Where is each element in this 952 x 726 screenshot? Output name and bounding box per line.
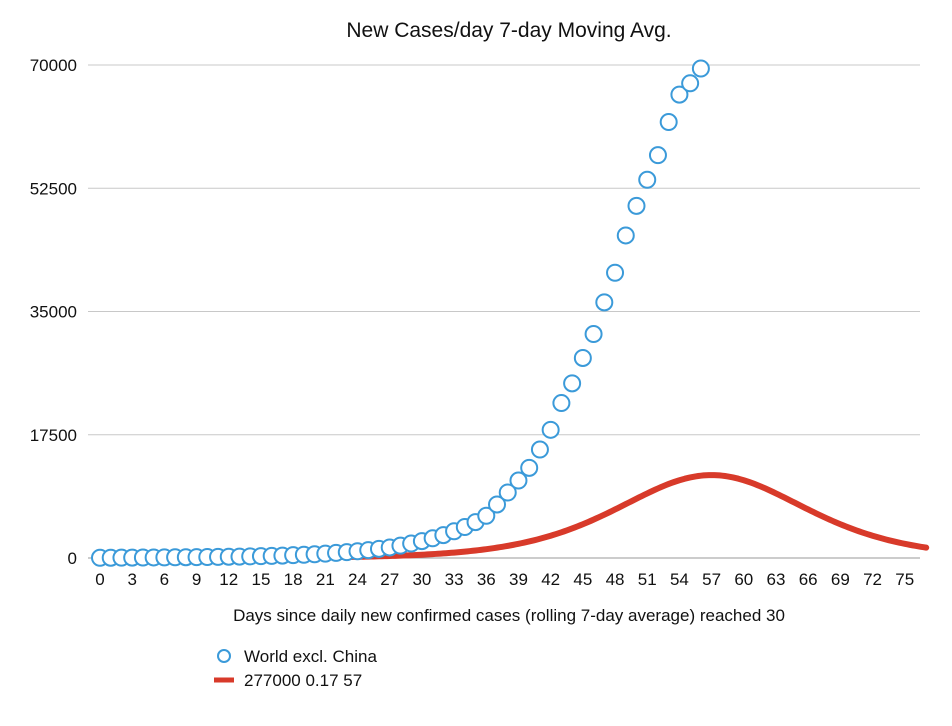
data-point xyxy=(563,374,582,393)
x-tick-label: 48 xyxy=(606,570,625,589)
x-tick-label: 42 xyxy=(541,570,560,589)
data-point xyxy=(627,196,646,215)
data-point xyxy=(477,506,496,525)
x-tick-label: 66 xyxy=(799,570,818,589)
x-tick-label: 57 xyxy=(702,570,721,589)
data-point xyxy=(681,74,700,93)
data-point xyxy=(573,348,592,367)
x-tick-label: 72 xyxy=(863,570,882,589)
x-tick-label: 54 xyxy=(670,570,689,589)
x-tick-label: 0 xyxy=(95,570,104,589)
x-tick-label: 39 xyxy=(509,570,528,589)
data-point xyxy=(616,226,635,245)
legend: World excl. China 277000 0.17 57 xyxy=(214,647,377,690)
data-point xyxy=(659,113,678,132)
data-point xyxy=(606,263,625,282)
x-tick-label: 30 xyxy=(412,570,431,589)
y-tick-label: 70000 xyxy=(30,56,77,75)
x-tick-label: 45 xyxy=(573,570,592,589)
x-tick-label: 15 xyxy=(251,570,270,589)
data-point xyxy=(648,146,667,165)
x-tick-label: 63 xyxy=(767,570,786,589)
x-tick-label: 18 xyxy=(284,570,303,589)
y-tick-label: 35000 xyxy=(30,303,77,322)
legend-marker-observed xyxy=(217,649,231,663)
legend-label-observed: World excl. China xyxy=(244,647,377,666)
x-tick-label: 6 xyxy=(160,570,169,589)
data-point xyxy=(584,325,603,344)
data-point xyxy=(530,440,549,459)
x-tick-label: 24 xyxy=(348,570,367,589)
y-tick-label: 52500 xyxy=(30,179,77,198)
data-point xyxy=(691,59,710,78)
legend-label-fit: 277000 0.17 57 xyxy=(244,671,362,690)
x-tick-label: 75 xyxy=(895,570,914,589)
x-tick-label: 12 xyxy=(219,570,238,589)
chart-title: New Cases/day 7-day Moving Avg. xyxy=(346,19,671,42)
data-point xyxy=(670,85,689,104)
data-point xyxy=(638,170,657,189)
y-axis-ticks: 0 17500 35000 52500 70000 xyxy=(30,56,77,568)
series-points xyxy=(91,59,710,567)
data-point xyxy=(541,420,560,439)
x-axis-ticks: 0 3 6 9 12 15 18 21 24 27 30 33 36 39 42 45 48 51 54 57 60 63… xyxy=(95,570,914,589)
x-tick-label: 36 xyxy=(477,570,496,589)
x-tick-label: 69 xyxy=(831,570,850,589)
x-tick-label: 21 xyxy=(316,570,335,589)
x-tick-label: 33 xyxy=(445,570,464,589)
x-tick-label: 60 xyxy=(734,570,753,589)
x-axis-label: Days since daily new confirmed cases (ro… xyxy=(233,606,785,625)
x-tick-label: 51 xyxy=(638,570,657,589)
data-point xyxy=(595,293,614,312)
y-tick-label: 17500 xyxy=(30,426,77,445)
data-point xyxy=(488,495,507,514)
y-tick-label: 0 xyxy=(68,549,77,568)
x-tick-label: 3 xyxy=(127,570,136,589)
grid xyxy=(88,64,920,559)
data-point xyxy=(509,471,528,490)
x-tick-label: 27 xyxy=(380,570,399,589)
data-point xyxy=(498,483,517,502)
x-tick-label: 9 xyxy=(192,570,201,589)
data-point xyxy=(520,458,539,477)
data-point xyxy=(552,394,571,413)
